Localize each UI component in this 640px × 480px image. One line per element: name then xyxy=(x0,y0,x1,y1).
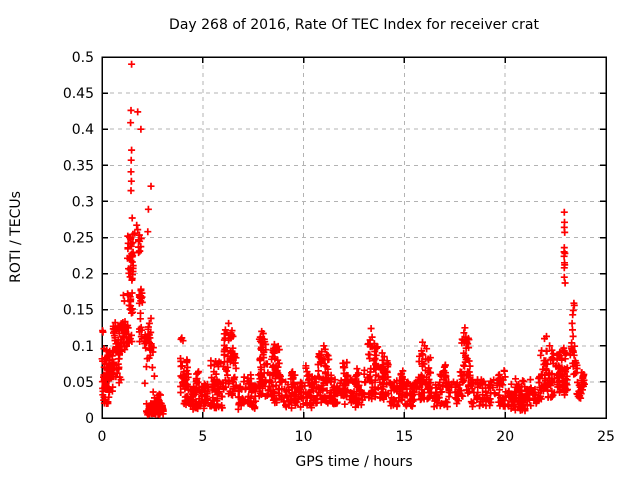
y-tick-label: 0.15 xyxy=(63,303,94,319)
y-axis-label: ROTI / TECUs xyxy=(8,191,24,283)
x-tick-label: 0 xyxy=(98,429,107,445)
x-tick-label: 15 xyxy=(395,429,413,445)
y-tick-label: 0.05 xyxy=(63,375,94,391)
y-tick-label: 0.45 xyxy=(63,86,94,102)
x-tick-label: 5 xyxy=(198,429,207,445)
x-axis-label: GPS time / hours xyxy=(295,454,412,470)
x-tick-label: 10 xyxy=(295,429,313,445)
y-tick-label: 0.5 xyxy=(72,50,94,66)
y-tick-label: 0.25 xyxy=(63,231,94,247)
x-tick-label: 25 xyxy=(597,429,615,445)
y-tick-label: 0.4 xyxy=(72,122,94,138)
y-tick-label: 0.2 xyxy=(72,267,94,283)
y-tick-label: 0.35 xyxy=(63,158,94,174)
axis-ticks xyxy=(101,56,607,419)
y-tick-label: 0.3 xyxy=(72,194,94,210)
axis-tick-labels: 0 0.05 0.1 0.15 0.2 0.25 0.3 0.35 0.4 0.45 0.5 0 5 10… xyxy=(63,50,615,445)
data-points xyxy=(98,60,588,419)
y-tick-label: 0.1 xyxy=(72,339,94,355)
y-tick-label: 0 xyxy=(85,411,94,427)
chart-title: Day 268 of 2016, Rate Of TEC Index for r… xyxy=(169,17,539,33)
x-tick-label: 20 xyxy=(496,429,514,445)
grid-lines xyxy=(101,56,607,419)
